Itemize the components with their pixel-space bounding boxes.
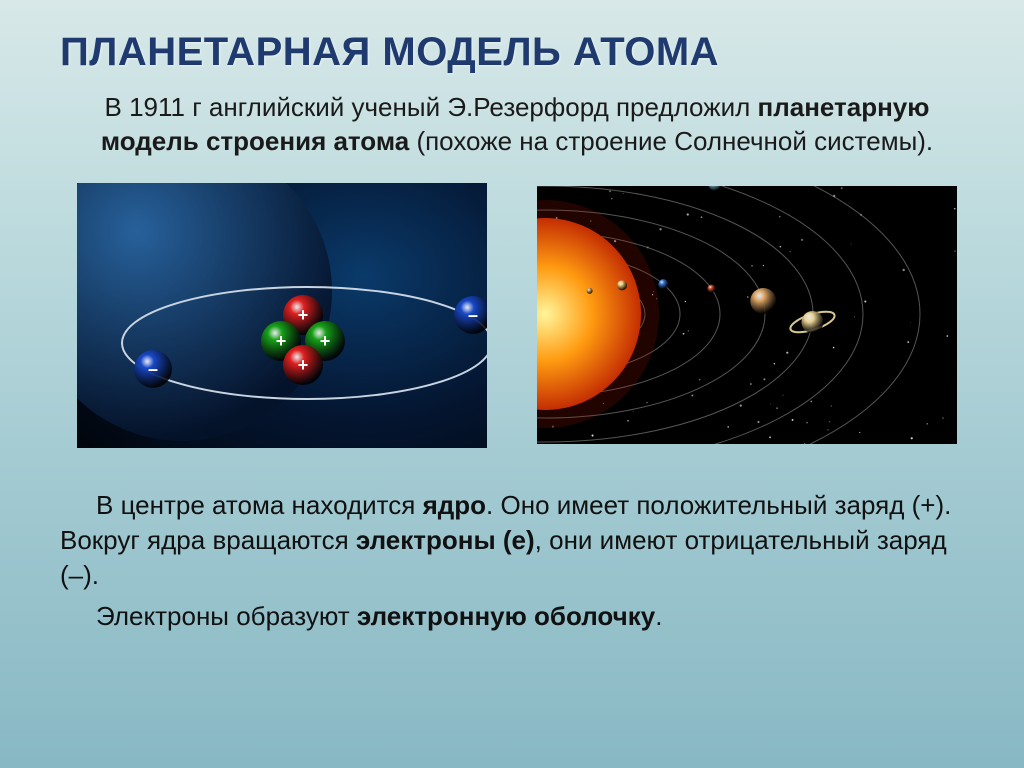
p2-b: . <box>655 601 662 631</box>
word-nucleus: ядро <box>423 490 486 520</box>
p2-a: Электроны образуют <box>96 601 357 631</box>
solar-svg <box>537 186 957 444</box>
atom-svg: + + + + – – <box>77 183 487 448</box>
intro-text: В 1911 г английский ученый Э.Резерфорд п… <box>90 91 944 159</box>
slide-title: ПЛАНЕТАРНАЯ МОДЕЛЬ АТОМА <box>60 30 974 75</box>
atom-model-image: + + + + – – <box>77 183 487 448</box>
p1-a: В центре атома находится <box>96 490 423 520</box>
svg-text:–: – <box>148 359 158 379</box>
word-shell: электронную оболочку <box>357 601 655 631</box>
solar-system-image <box>537 186 957 444</box>
body-paragraph-1: В центре атома находится ядро. Оно имеет… <box>60 488 974 593</box>
word-electrons: электроны (е) <box>356 525 535 555</box>
intro-suffix: (похоже на строение Солнечной системы). <box>416 126 933 156</box>
svg-text:+: + <box>320 331 331 351</box>
svg-text:+: + <box>276 331 287 351</box>
slide: ПЛАНЕТАРНАЯ МОДЕЛЬ АТОМА В 1911 г англий… <box>0 0 1024 768</box>
body-paragraph-2: Электроны образуют электронную оболочку. <box>60 599 974 634</box>
intro-prefix: В 1911 г английский ученый Э.Резерфорд п… <box>105 92 758 122</box>
svg-text:+: + <box>298 305 309 325</box>
images-row: + + + + – – <box>60 183 974 448</box>
svg-text:+: + <box>298 355 309 375</box>
svg-text:–: – <box>468 305 478 325</box>
